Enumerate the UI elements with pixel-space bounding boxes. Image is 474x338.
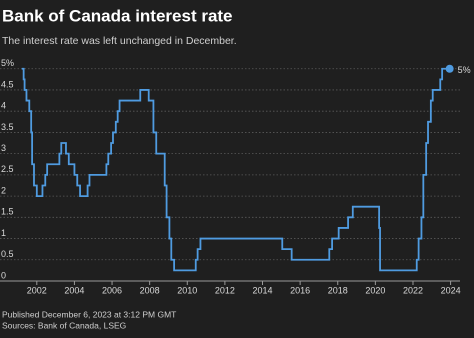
- y-tick-label: 3: [1, 143, 6, 153]
- x-tick-label: 2012: [215, 285, 235, 295]
- y-tick-label: 3.5: [1, 122, 14, 132]
- y-tick-label: 4.5: [1, 79, 14, 89]
- end-dot: [445, 64, 454, 73]
- x-tick-label: 2022: [403, 285, 423, 295]
- x-tick-label: 2014: [252, 285, 272, 295]
- end-label: 5%: [458, 65, 471, 75]
- y-tick-label: 1.5: [1, 207, 14, 217]
- y-tick-label: 0: [1, 270, 6, 280]
- y-tick-label: 1: [1, 228, 6, 238]
- x-tick-label: 2018: [328, 285, 348, 295]
- chart-subtitle: The interest rate was left unchanged in …: [2, 35, 237, 47]
- rate-line: [21, 67, 450, 272]
- y-tick-label: 5%: [1, 58, 14, 68]
- x-tick-label: 2008: [140, 285, 160, 295]
- footer-published: Published December 6, 2023 at 3:12 PM GM…: [2, 309, 176, 319]
- footer-sources: Sources: Bank of Canada, LSEG: [2, 320, 126, 330]
- y-tick-label: 2.5: [1, 164, 14, 174]
- y-tick-label: 2: [1, 185, 6, 195]
- x-tick-label: 2010: [177, 285, 197, 295]
- x-tick-label: 2016: [290, 285, 310, 295]
- x-tick-label: 2006: [102, 285, 122, 295]
- chart-title: Bank of Canada interest rate: [2, 6, 233, 25]
- y-tick-label: 0.5: [1, 249, 14, 259]
- x-tick-label: 2002: [27, 285, 47, 295]
- x-tick-label: 2004: [64, 285, 84, 295]
- x-tick-label: 2024: [441, 285, 461, 295]
- x-tick-label: 2020: [365, 285, 385, 295]
- y-tick-label: 4: [1, 101, 6, 111]
